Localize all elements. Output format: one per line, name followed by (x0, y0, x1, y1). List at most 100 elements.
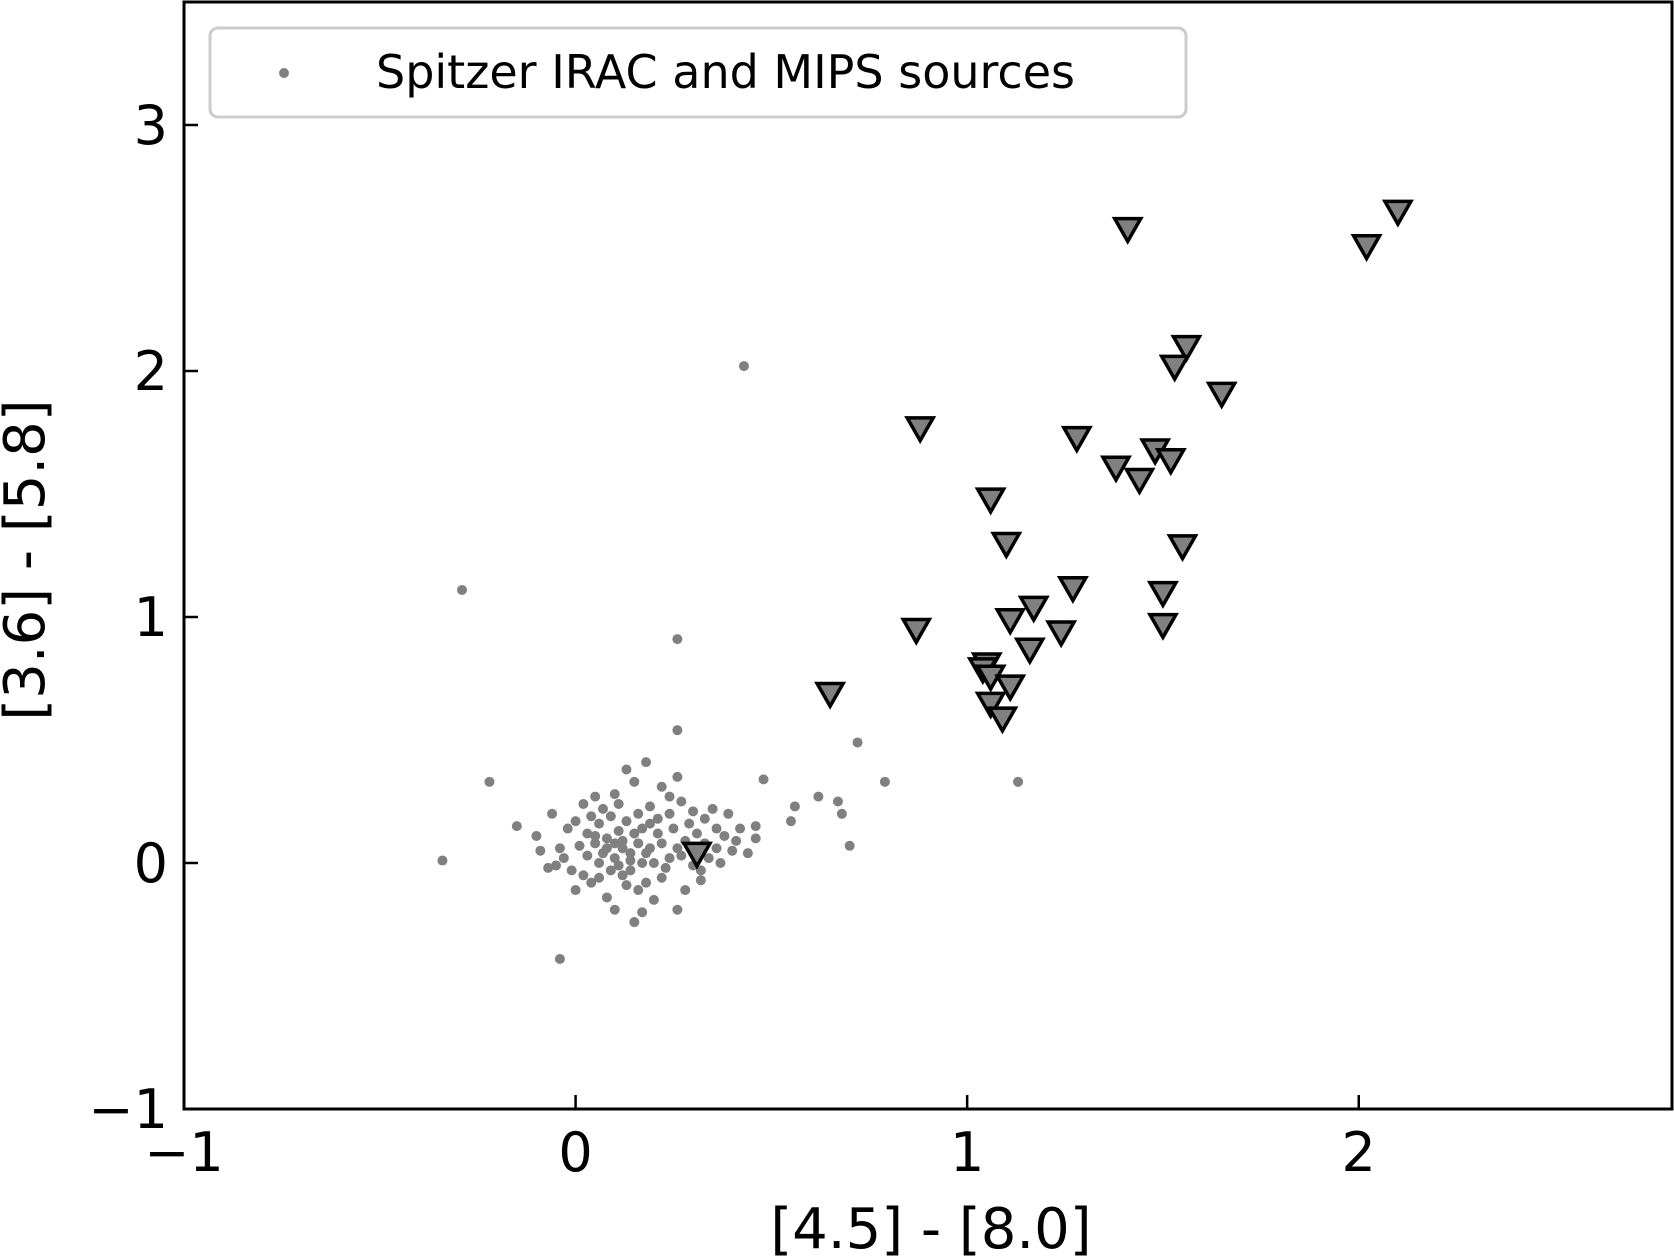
data-point-triangle (1381, 199, 1414, 228)
data-point-triangle (1045, 620, 1078, 649)
x-tick-label: 0 (558, 1121, 592, 1184)
data-point-dot (554, 953, 565, 964)
plot-frame (182, 0, 1674, 1111)
data-point-dot (531, 830, 542, 841)
data-point-dot (664, 791, 675, 802)
data-point-dot (691, 828, 702, 839)
data-point-dot (644, 818, 655, 829)
data-point-dot (625, 848, 636, 859)
data-point-dot (578, 870, 589, 881)
data-point-triangle (1154, 448, 1187, 477)
data-point-dot (664, 808, 675, 819)
data-point-triangle (1205, 381, 1238, 410)
data-point-dot (609, 789, 620, 800)
data-point-dot (652, 813, 663, 824)
data-point-dot (570, 885, 581, 896)
data-point-dot (1013, 776, 1024, 787)
data-point-dot (629, 776, 640, 787)
data-point-dot (457, 584, 468, 595)
data-point-dot (613, 798, 624, 809)
y-tick-label: −1 (88, 1078, 168, 1141)
data-point-dot (621, 816, 632, 827)
data-point-dot (879, 776, 890, 787)
data-point-dot (789, 801, 800, 812)
data-point-dot (637, 858, 648, 868)
data-point-dot (750, 821, 761, 832)
data-point-dot (644, 801, 655, 812)
data-point-dot (613, 826, 624, 837)
data-point-dot (719, 830, 730, 841)
legend-label: Spitzer IRAC and MIPS sources (376, 45, 1075, 99)
data-point-dot (641, 757, 652, 768)
data-point-triangle (990, 531, 1023, 560)
data-point-dot (574, 840, 585, 851)
data-point-triangle (680, 841, 713, 870)
data-point-dot (656, 838, 667, 849)
series-dots (437, 361, 1024, 964)
data-point-dot (684, 818, 695, 829)
data-point-dot (676, 850, 687, 861)
data-point-dot (699, 813, 710, 824)
data-point-dot (695, 865, 706, 876)
data-point-dot (648, 894, 659, 905)
data-point-triangle (974, 691, 1007, 720)
data-point-dot (511, 821, 522, 832)
x-axis-ticks: −1 0 1 2 (144, 1095, 1376, 1184)
data-point-dot (629, 917, 640, 928)
legend: Spitzer IRAC and MIPS sources (208, 26, 1188, 119)
data-point-dot (609, 904, 620, 915)
y-tick-label: 2 (134, 340, 168, 403)
data-point-dot (594, 872, 605, 883)
data-point-triangle (994, 674, 1027, 703)
data-point-dot (625, 865, 636, 876)
data-point-dot (590, 838, 601, 849)
series-triangles (680, 199, 1414, 870)
data-point-triangle (900, 617, 933, 646)
data-point-dot (844, 840, 855, 851)
data-point-triangle (1170, 334, 1203, 363)
x-axis-label: [4.5] - [8.0] (770, 1197, 1091, 1259)
data-point-dot (601, 833, 612, 844)
data-point-dot (566, 865, 577, 876)
data-point-dot (617, 835, 628, 846)
data-point-dot (715, 858, 726, 868)
x-tick-label: 2 (1342, 1121, 1376, 1184)
data-point-dot (484, 776, 495, 787)
data-point-dot (711, 823, 722, 834)
data-point-dot (680, 885, 691, 896)
data-point-triangle (994, 607, 1027, 636)
data-point-dot (688, 806, 699, 817)
data-point-dot (543, 862, 554, 873)
data-point-dot (582, 850, 593, 861)
data-point-dot (594, 858, 605, 868)
data-point-dot (641, 877, 652, 888)
y-axis-ticks: −1 0 1 2 3 (88, 94, 198, 1141)
data-point-dot (648, 858, 659, 868)
data-point-triangle (974, 487, 1007, 516)
y-axis-label: [3.6] - [5.8] (0, 399, 58, 720)
legend-dot-marker (279, 68, 289, 78)
data-point-dot (711, 843, 722, 854)
data-point-dot (668, 823, 679, 834)
data-point-dot (723, 808, 734, 819)
data-point-dot (758, 774, 769, 785)
data-point-dot (558, 853, 569, 864)
data-point-dot (727, 845, 738, 856)
data-point-dot (676, 796, 687, 807)
data-point-dot (672, 771, 683, 782)
data-point-dot (605, 865, 616, 876)
data-point-triangle (1056, 575, 1089, 605)
data-point-dot (695, 875, 706, 886)
data-point-dot (554, 843, 565, 854)
data-point-dot (562, 823, 573, 834)
data-point-triangle (1166, 534, 1199, 563)
data-point-dot (617, 843, 628, 854)
data-point-triangle (904, 416, 937, 445)
y-tick-label: 0 (134, 832, 168, 895)
data-point-dot (813, 791, 824, 802)
data-point-triangle (814, 681, 847, 710)
data-point-dot (613, 860, 624, 871)
data-point-dot (625, 855, 636, 866)
data-point-triangle (1060, 425, 1093, 454)
